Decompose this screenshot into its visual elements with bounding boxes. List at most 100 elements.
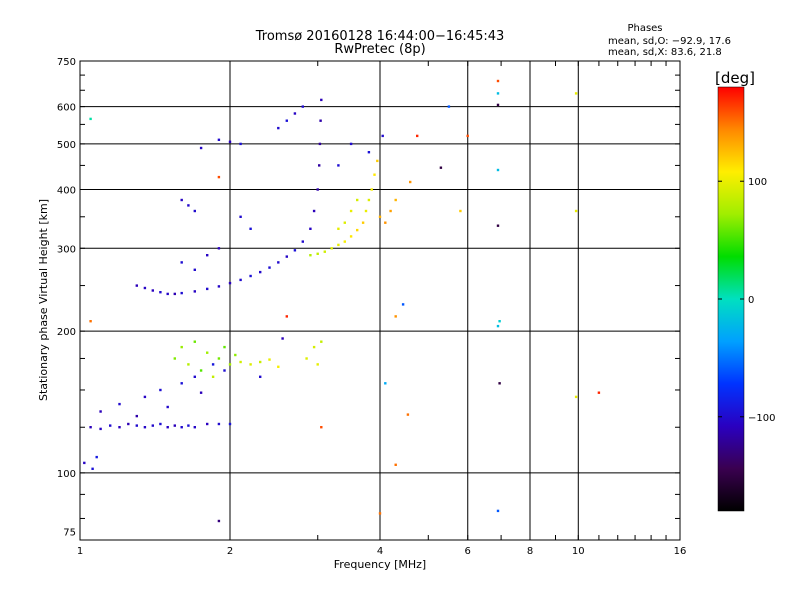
echo-point — [356, 228, 359, 232]
echo-point — [143, 395, 147, 399]
y-tick-label: 300 — [57, 244, 76, 255]
echo-point — [89, 426, 92, 429]
echo-point — [193, 290, 196, 293]
echo-point — [285, 255, 288, 258]
echo-point — [466, 134, 469, 138]
y-axis-label: Stationary phase Virtual Height [km] — [37, 199, 50, 401]
colorbar-tick-label: −100 — [748, 413, 775, 424]
echo-point — [268, 266, 271, 269]
echo-point — [268, 358, 271, 361]
echo-point — [496, 92, 500, 95]
echo-point — [349, 209, 353, 213]
echo-point — [180, 426, 183, 429]
echo-point — [373, 173, 376, 176]
echo-point — [597, 391, 601, 394]
echo-point — [180, 345, 183, 349]
echo-point — [459, 209, 462, 213]
echo-point — [337, 227, 340, 230]
echo-point — [187, 204, 190, 207]
echo-point — [439, 166, 443, 169]
echo-point — [293, 112, 297, 115]
y-tick-label: 75 — [63, 528, 76, 539]
echo-point — [151, 289, 154, 292]
echo-point — [320, 98, 323, 102]
x-tick-label: 2 — [227, 546, 233, 557]
echo-point — [312, 345, 316, 349]
echo-point — [316, 188, 319, 191]
echo-point — [574, 395, 578, 399]
echo-point — [187, 424, 190, 427]
echo-point — [285, 315, 288, 318]
echo-point — [206, 351, 209, 354]
echo-point — [173, 424, 176, 427]
echo-point — [223, 369, 226, 372]
echo-point — [378, 512, 382, 515]
colorbar-tick-label: 0 — [748, 295, 754, 306]
echo-point — [99, 427, 102, 431]
y-axis-tick-labels: 75 100 200 300 400 500 600 750 — [57, 57, 76, 539]
echo-point — [285, 119, 288, 122]
grid-lines — [80, 61, 680, 540]
y-tick-label: 500 — [57, 140, 76, 151]
echo-point — [320, 340, 323, 343]
echo-point — [206, 422, 209, 426]
echo-point — [239, 215, 242, 218]
echo-point — [281, 337, 284, 340]
echo-point — [193, 209, 196, 213]
echo-point — [99, 410, 102, 413]
echo-point — [364, 209, 368, 213]
echo-point — [211, 363, 215, 366]
echo-point — [193, 375, 196, 378]
echo-point — [496, 168, 500, 172]
echo-point — [199, 369, 203, 372]
echo-point — [217, 247, 221, 250]
echo-point — [316, 252, 319, 255]
echo-point — [367, 198, 371, 202]
echo-point — [378, 215, 382, 218]
echo-point — [143, 286, 147, 290]
echo-point — [367, 151, 371, 154]
echo-point — [249, 227, 252, 230]
x-tick-label: 6 — [465, 546, 471, 557]
echo-point — [293, 249, 297, 252]
echo-point — [381, 134, 384, 138]
echo-point — [316, 363, 319, 366]
echo-point — [228, 422, 232, 426]
stats-line-x: mean, sd,X: 83.6, 21.8 — [608, 47, 722, 58]
x-axis-tick-labels: 1 2 4 6 8 10 16 — [77, 546, 687, 557]
echo-point — [159, 422, 162, 426]
x-axis-label: Frequency [MHz] — [334, 558, 426, 571]
echo-point — [239, 142, 242, 146]
y-tick-label: 100 — [57, 469, 76, 480]
x-tick-label: 8 — [527, 546, 533, 557]
echo-point — [401, 303, 405, 306]
echo-point — [277, 126, 280, 130]
echo-point — [498, 382, 501, 385]
y-tick-label: 200 — [57, 327, 76, 338]
echo-point — [239, 360, 242, 364]
echo-point — [376, 159, 379, 163]
echo-point — [217, 422, 221, 426]
echo-point — [301, 105, 304, 108]
echo-point — [447, 105, 451, 108]
echo-point — [496, 224, 500, 227]
echo-point — [574, 209, 578, 213]
echo-point — [91, 467, 94, 470]
echo-point — [166, 426, 169, 429]
echo-point — [309, 227, 312, 230]
echo-point — [259, 375, 262, 378]
echo-point — [180, 198, 183, 202]
echo-point — [217, 138, 221, 141]
echo-point — [277, 261, 280, 264]
echo-point — [159, 388, 162, 392]
echo-point — [239, 278, 242, 282]
echo-point — [574, 92, 578, 95]
echo-point — [193, 426, 196, 429]
echo-point — [135, 284, 138, 287]
echo-point — [249, 274, 252, 278]
colorbar-label: [deg] — [715, 69, 755, 87]
echo-points — [83, 79, 601, 523]
echo-point — [228, 281, 232, 285]
echo-point — [498, 320, 501, 323]
